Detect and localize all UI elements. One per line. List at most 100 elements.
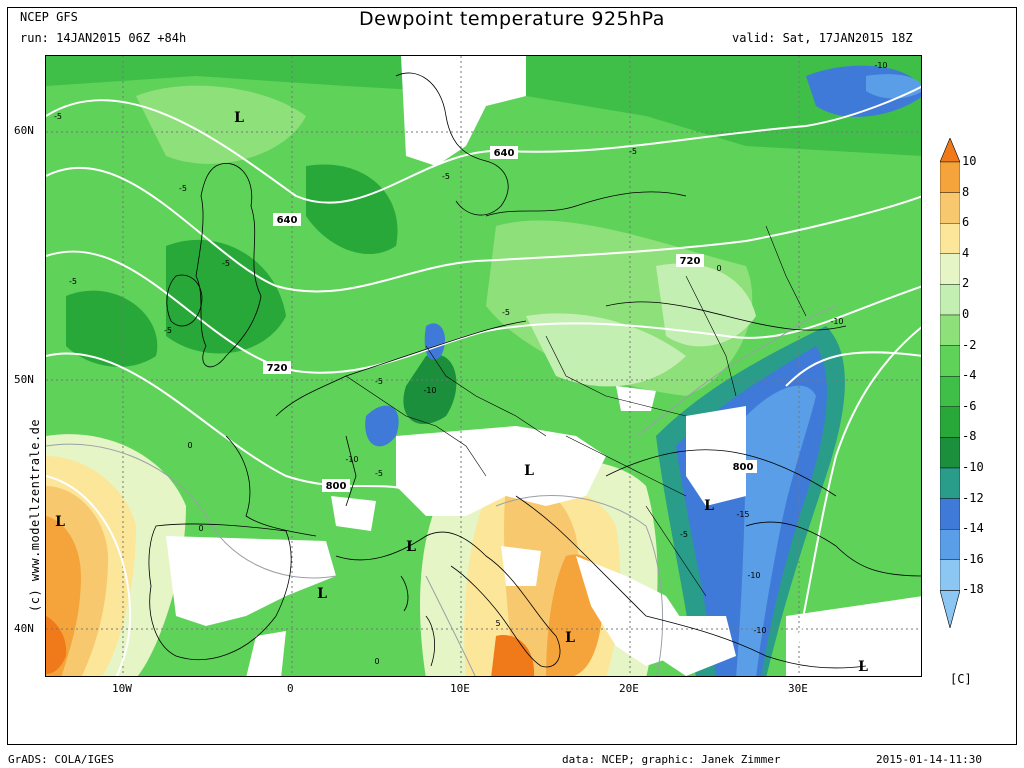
dewpoint-contours bbox=[46, 305, 837, 676]
footer-software: GrADS: COLA/IGES bbox=[8, 753, 114, 766]
field-central-lighter bbox=[526, 313, 686, 387]
colorbar-tick-label: -16 bbox=[962, 551, 984, 566]
colorbar-cell bbox=[940, 437, 960, 469]
dp-label: 0 bbox=[374, 657, 379, 666]
geo-label: 640 bbox=[277, 215, 298, 226]
footer-credits: data: NCEP; graphic: Janek Zimmer bbox=[562, 753, 781, 766]
dp-label: -5 bbox=[375, 377, 383, 386]
dp-label: -10 bbox=[830, 317, 843, 326]
dp-label: -5 bbox=[54, 112, 62, 121]
low-marker: L bbox=[524, 463, 534, 479]
colorbar-tick-label: -18 bbox=[962, 582, 984, 597]
valid-time: valid: Sat, 17JAN2015 18Z bbox=[732, 31, 913, 45]
colorbar-cell bbox=[940, 498, 960, 530]
lon-label-10e: 10E bbox=[450, 682, 470, 695]
colorbar-cell bbox=[940, 284, 960, 316]
low-marker: L bbox=[406, 539, 416, 555]
terrain-mask bbox=[166, 56, 921, 676]
footer-timestamp: 2015-01-14-11:30 bbox=[876, 753, 982, 766]
colorbar-arrow-bottom bbox=[940, 590, 960, 628]
lon-label-0: 0 bbox=[287, 682, 294, 695]
colorbar-tick-label: -12 bbox=[962, 490, 984, 505]
field-british-dark bbox=[166, 239, 286, 354]
geo-label: 800 bbox=[326, 481, 347, 492]
colorbar-unit: [C] bbox=[950, 672, 972, 686]
dewpoint-labels: -5 -5 -5 -5 -5 -5 -5 -5 -5 -5 -5 -10 -10… bbox=[54, 61, 888, 666]
dp-label: -5 bbox=[164, 326, 172, 335]
colorbar-tick-label: 10 bbox=[962, 154, 977, 168]
colorbar-tick-label: -14 bbox=[962, 521, 984, 536]
dp-label: 0 bbox=[198, 524, 203, 533]
colorbar-cell bbox=[940, 192, 960, 224]
field-north-sea-dark bbox=[306, 164, 398, 255]
dp-label: -5 bbox=[442, 172, 450, 181]
dp-label: -5 bbox=[502, 308, 510, 317]
colorbar-tick-label: -4 bbox=[962, 368, 977, 383]
colorbar-cell bbox=[940, 222, 960, 254]
geo-label: 640 bbox=[494, 148, 515, 159]
dp-label: -10 bbox=[874, 61, 887, 70]
lat-label-60n: 60N bbox=[14, 124, 34, 137]
borders bbox=[345, 225, 807, 597]
dp-label: -5 bbox=[680, 530, 688, 539]
watermark: (c) www.modellzentrale.de bbox=[28, 418, 42, 612]
low-marker: L bbox=[704, 498, 714, 514]
colorbar-cell bbox=[940, 529, 960, 561]
colorbar-tick-label: -8 bbox=[962, 429, 977, 444]
colorbar-cell bbox=[940, 375, 960, 407]
colorbar-cell bbox=[940, 406, 960, 438]
colorbar-tick-label: -10 bbox=[962, 460, 984, 474]
dp-label: 0 bbox=[187, 441, 192, 450]
colorbar bbox=[940, 138, 960, 628]
lat-label-40n: 40N bbox=[14, 622, 34, 635]
field-north-dark bbox=[46, 56, 921, 156]
field-patch bbox=[136, 85, 306, 164]
geo-label: 720 bbox=[680, 256, 701, 267]
dp-label: -5 bbox=[69, 277, 77, 286]
low-marker: L bbox=[55, 514, 65, 530]
run-info: run: 14JAN2015 06Z +84h bbox=[20, 31, 187, 45]
dp-label: -5 bbox=[629, 147, 637, 156]
geopotential-contours bbox=[46, 85, 921, 676]
colorbar-tick-label: -6 bbox=[962, 398, 977, 413]
colorbar-cell bbox=[940, 253, 960, 285]
low-marker: L bbox=[317, 586, 327, 602]
colorbar-tick-label: 2 bbox=[962, 276, 970, 291]
field-atlantic-dark bbox=[66, 290, 158, 367]
colorbar-cell bbox=[940, 345, 960, 377]
dp-label: -5 bbox=[375, 469, 383, 478]
dp-label: -5 bbox=[179, 184, 187, 193]
colorbar-cell bbox=[940, 314, 960, 346]
dp-label: -10 bbox=[423, 386, 436, 395]
dp-label: -10 bbox=[753, 626, 766, 635]
dp-label: -10 bbox=[345, 455, 358, 464]
colorbar-cell bbox=[940, 467, 960, 499]
lon-label-30e: 30E bbox=[788, 682, 808, 695]
colorbar-tick-label: 0 bbox=[962, 307, 970, 321]
dp-label: 0 bbox=[716, 264, 721, 273]
low-marker: L bbox=[234, 110, 244, 126]
lon-label-20e: 20E bbox=[619, 682, 639, 695]
geo-label: 720 bbox=[267, 363, 288, 374]
low-markers: L L L L L L L L bbox=[55, 110, 868, 675]
colorbar-tick-label: 8 bbox=[962, 184, 970, 199]
dp-label: -5 bbox=[222, 259, 230, 268]
colorbar-cell bbox=[940, 161, 960, 193]
geopotential-labels: 640 640 720 720 800 800 bbox=[263, 146, 757, 492]
lat-label-50n: 50N bbox=[14, 373, 34, 386]
field-poland-light bbox=[656, 263, 756, 347]
dewpoint-map: 640 640 720 720 800 800 -5 -5 -5 -5 -5 -… bbox=[45, 55, 922, 677]
low-marker: L bbox=[565, 630, 575, 646]
colorbar-cell bbox=[940, 559, 960, 591]
dp-label: 5 bbox=[495, 619, 500, 628]
low-marker: L bbox=[858, 659, 868, 675]
geo-label: 800 bbox=[733, 462, 754, 473]
dp-label: -15 bbox=[736, 510, 749, 519]
coastlines bbox=[148, 72, 921, 669]
colorbar-tick-label: 6 bbox=[962, 215, 970, 230]
colorbar-tick-label: -2 bbox=[962, 337, 977, 352]
colorbar-arrow-top bbox=[940, 138, 960, 163]
chart-title: Dewpoint temperature 925hPa bbox=[359, 8, 665, 30]
dp-label: -10 bbox=[747, 571, 760, 580]
figure-frame bbox=[7, 7, 1017, 745]
